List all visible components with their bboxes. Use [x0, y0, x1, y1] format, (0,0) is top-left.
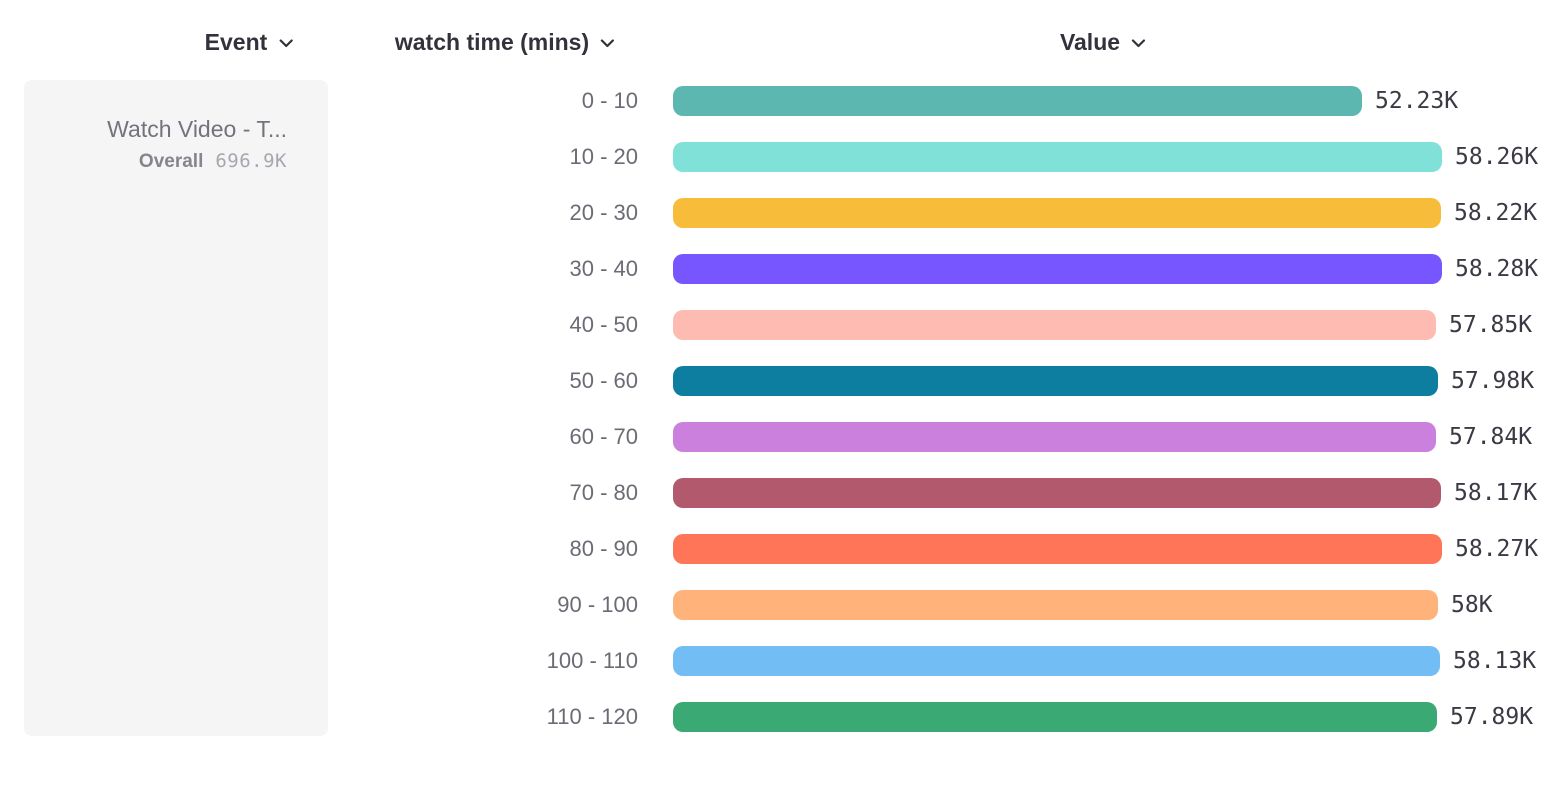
value-bar[interactable] [673, 702, 1437, 732]
value-label: 58.13K [1453, 648, 1537, 674]
category-label: 80 - 90 [569, 536, 639, 561]
value-bar[interactable] [673, 590, 1438, 620]
category-label: 100 - 110 [546, 648, 638, 673]
value-label: 58K [1451, 592, 1493, 618]
category-label: 60 - 70 [569, 424, 639, 449]
value-bar[interactable] [673, 86, 1362, 116]
value-bar[interactable] [673, 478, 1441, 508]
chart-row: 30 - 40 58.28K [0, 241, 1568, 297]
overall-value: 696.9K [215, 150, 287, 172]
value-bar[interactable] [673, 534, 1442, 564]
breakdown-column-header[interactable]: watch time (mins) [395, 26, 615, 58]
value-column-header[interactable]: Value [1060, 26, 1146, 58]
value-label: 58.27K [1455, 536, 1539, 562]
value-bar[interactable] [673, 646, 1440, 676]
value-label: 58.26K [1455, 144, 1539, 170]
value-label: 58.22K [1454, 200, 1538, 226]
value-bar[interactable] [673, 142, 1442, 172]
value-label: 57.84K [1449, 424, 1533, 450]
chart-row: 50 - 60 57.98K [0, 353, 1568, 409]
value-bar[interactable] [673, 310, 1436, 340]
category-label: 20 - 30 [569, 200, 639, 225]
chart-row: 0 - 10 52.23K [0, 73, 1568, 129]
chart-row: 70 - 80 58.17K [0, 465, 1568, 521]
event-card[interactable]: Watch Video - T... Overall 696.9K [24, 80, 328, 736]
value-bar[interactable] [673, 422, 1436, 452]
chevron-down-icon [278, 39, 293, 48]
event-column-label: Event [204, 28, 268, 55]
value-label: 52.23K [1375, 88, 1459, 114]
chart-row: 90 - 100 58K [0, 577, 1568, 633]
value-label: 57.98K [1451, 368, 1535, 394]
value-column-label: Value [1059, 28, 1121, 55]
value-bar[interactable] [673, 366, 1438, 396]
category-label: 0 - 10 [581, 88, 638, 113]
category-label: 110 - 120 [546, 704, 638, 729]
event-column-header[interactable]: Event [205, 26, 294, 58]
category-label: 40 - 50 [569, 312, 639, 337]
chart-row: 100 - 110 58.13K [0, 633, 1568, 689]
chevron-down-icon [1131, 39, 1146, 48]
value-label: 57.89K [1450, 704, 1534, 730]
chart-row: 10 - 20 58.26K [0, 129, 1568, 185]
category-label: 30 - 40 [569, 256, 639, 281]
event-overall-row: Overall 696.9K [40, 150, 287, 173]
chart-row: 20 - 30 58.22K [0, 185, 1568, 241]
value-label: 58.28K [1455, 256, 1539, 282]
chart-row: 110 - 120 57.89K [0, 689, 1568, 745]
chart-row: 80 - 90 58.27K [0, 521, 1568, 577]
category-label: 10 - 20 [569, 144, 639, 169]
bar-chart: 0 - 10 52.23K 10 - 20 58.26K 20 - 30 58.… [0, 73, 1568, 745]
category-label: 90 - 100 [557, 592, 638, 617]
category-label: 70 - 80 [569, 480, 639, 505]
value-bar[interactable] [673, 198, 1441, 228]
overall-label: Overall [138, 151, 204, 172]
value-bar[interactable] [673, 254, 1442, 284]
event-name: Watch Video - T... [107, 116, 287, 142]
chart-row: 40 - 50 57.85K [0, 297, 1568, 353]
value-label: 58.17K [1454, 480, 1538, 506]
category-label: 50 - 60 [569, 368, 639, 393]
value-label: 57.85K [1449, 312, 1533, 338]
breakdown-column-label: watch time (mins) [394, 28, 590, 55]
chevron-down-icon [600, 39, 615, 48]
chart-row: 60 - 70 57.84K [0, 409, 1568, 465]
